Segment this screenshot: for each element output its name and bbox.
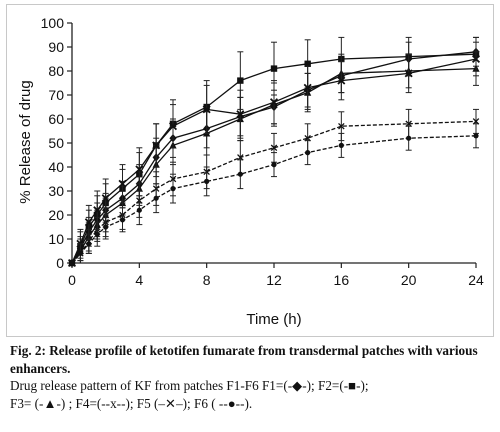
data-point [101,194,110,203]
data-point [405,120,412,128]
data-point [135,165,144,174]
data-point [471,54,481,64]
data-point [202,105,211,114]
data-point [270,65,278,72]
data-point [236,110,245,119]
series-5 [67,41,481,268]
y-tick-label: 40 [48,159,64,175]
x-tick-label: 8 [203,272,211,288]
x-tick-label: 4 [135,272,143,288]
figure-caption: Fig. 2: Release profile of ketotifen fum… [10,342,494,412]
data-point [118,179,127,188]
data-point [168,122,178,131]
data-point [303,83,312,92]
x-tick-label: 12 [266,272,282,288]
data-point [472,118,480,125]
data-point [84,218,93,227]
y-tick-label: 0 [56,255,64,271]
data-point [94,231,100,237]
data-point [93,206,102,215]
data-point [237,171,243,177]
series-line [71,58,477,264]
y-tick-label: 10 [48,231,64,247]
y-tick-label: 70 [48,87,64,103]
data-point [270,144,278,152]
data-point [170,186,176,192]
y-tick-label: 30 [48,183,64,199]
data-point [338,122,345,130]
release-profile-chart: 0 10 20 30 40 50 60 70 80 90 100 0 4 8 12 16 20 24 % Rele… [17,15,484,328]
data-point [103,224,109,230]
data-point [404,69,413,78]
series-line [71,120,477,264]
data-point [237,77,244,84]
data-point [69,260,75,266]
y-tick-label: 90 [48,39,64,55]
x-tick-label: 20 [401,272,417,288]
caption-title: Fig. 2: Release profile of ketotifen fum… [10,343,478,376]
data-point [473,133,479,139]
x-tick-label: 16 [334,272,350,288]
y-axis-title: % Release of drug [17,80,34,203]
x-tick-label: 24 [468,272,484,288]
data-point [86,241,92,247]
series-line [71,135,477,264]
x-axis-title: Time (h) [246,311,301,328]
y-tick-label: 100 [41,15,65,31]
series-6 [69,123,479,266]
data-point [304,134,311,142]
data-point [136,207,142,213]
caption-legend-line-1: Drug release pattern of KF from patches … [10,378,369,393]
data-point [406,135,412,141]
y-tick-label: 80 [48,63,64,79]
data-point [237,154,244,161]
data-point [119,217,126,223]
data-point [338,142,344,148]
data-point [337,76,346,85]
y-tick-label: 60 [48,111,64,127]
chart-frame [6,4,494,337]
data-point [271,162,277,168]
caption-legend-line-2: F3= (-▲-) ; F4=(--x--); F5 (–✕–); F6 ( -… [10,395,253,411]
y-tick-label: 20 [48,207,64,223]
data-point [269,98,279,107]
data-point [77,250,84,256]
data-point [304,60,311,67]
series-line [71,67,477,264]
data-point [305,150,311,156]
series-4 [68,108,480,267]
data-point [153,195,159,201]
data-point [204,178,210,184]
y-tick-label: 50 [48,135,64,151]
series-line [71,53,477,264]
x-tick-label: 0 [68,272,76,288]
data-point [152,141,161,150]
